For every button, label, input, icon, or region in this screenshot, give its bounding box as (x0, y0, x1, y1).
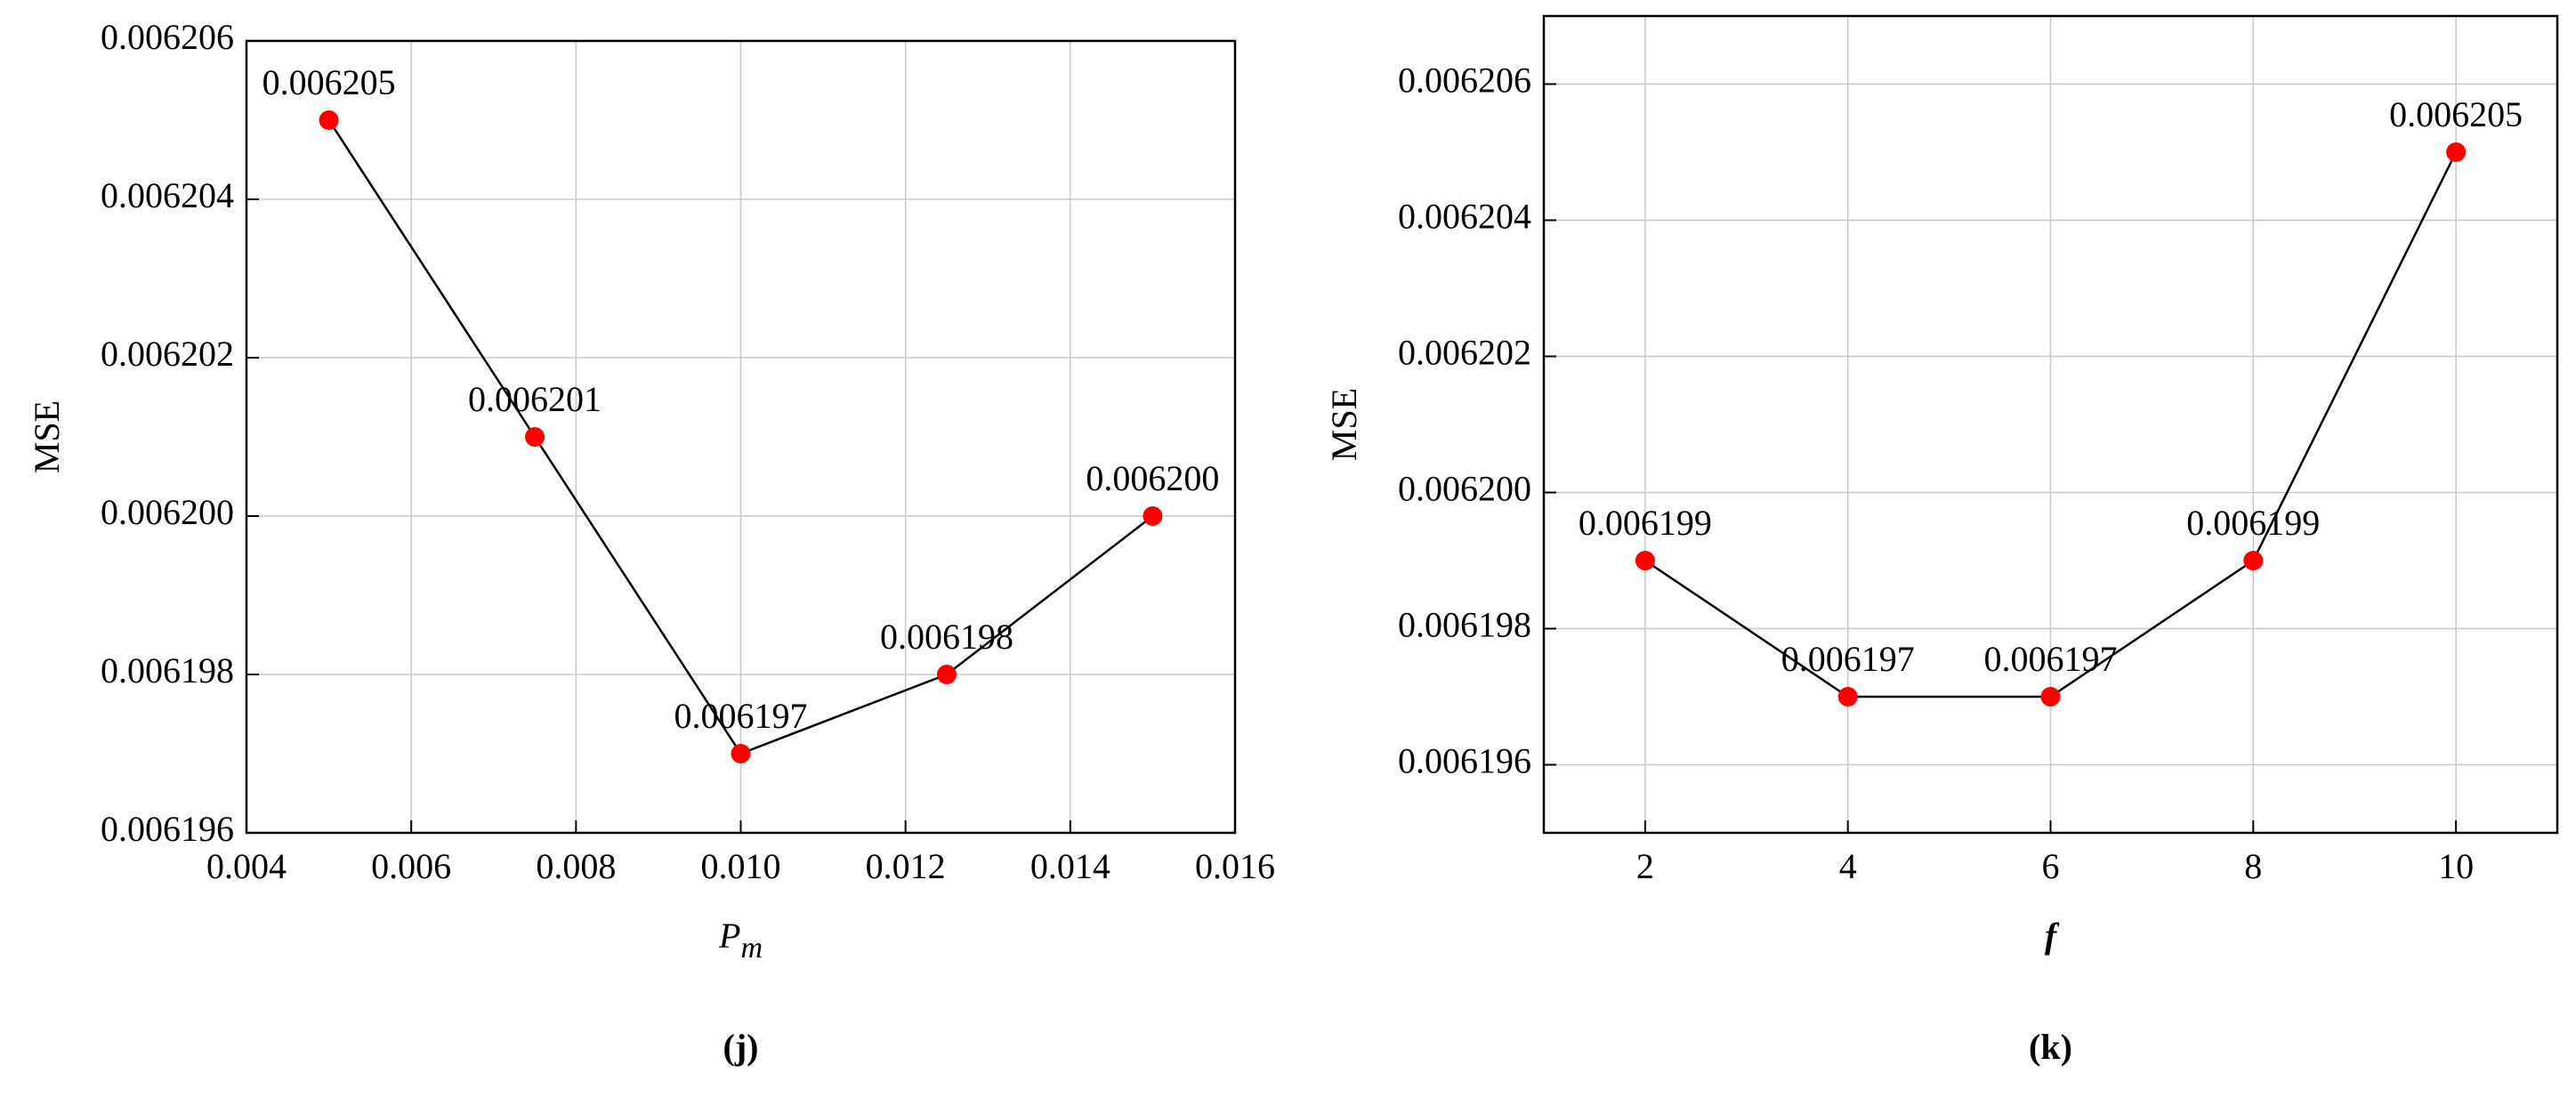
x-axis-label-main: P (718, 916, 740, 956)
x-axis-label-main: f (2045, 916, 2060, 956)
x-axis-label: Pm (718, 916, 763, 965)
panel-label: (j) (723, 1027, 759, 1067)
y-tick-label: 0.006206 (101, 17, 234, 57)
x-tick-label: 0.010 (701, 846, 781, 886)
y-tick-label: 0.006196 (1398, 741, 1531, 781)
data-label: 0.006199 (1579, 503, 1712, 543)
x-tick-label: 6 (2042, 846, 2060, 886)
point (2040, 687, 2061, 706)
y-tick-label: 0.006204 (101, 175, 234, 215)
x-tick-label: 4 (1839, 846, 1857, 886)
x-tick-label: 10 (2438, 846, 2474, 886)
data-label: 0.006197 (1781, 639, 1915, 679)
point (525, 427, 545, 447)
point (1837, 687, 1858, 706)
data-label: 0.006205 (2389, 94, 2523, 134)
point (2446, 142, 2467, 162)
data-label: 0.006198 (880, 617, 1013, 657)
x-tick-label: 8 (2244, 846, 2262, 886)
y-tick-label: 0.006198 (101, 650, 234, 690)
point (1143, 506, 1163, 526)
x-tick-label: 0.012 (866, 846, 946, 886)
point (731, 744, 751, 763)
data-label: 0.006197 (1984, 639, 2118, 679)
panel-label: (k) (2029, 1027, 2072, 1067)
y-tick-label: 0.006202 (1398, 333, 1531, 373)
point (2243, 551, 2264, 570)
y-tick-label: 0.006206 (1398, 61, 1531, 101)
data-label: 0.006199 (2186, 503, 2320, 543)
x-axis-label: f (2045, 916, 2060, 956)
x-tick-label: 0.016 (1195, 846, 1275, 886)
plot-frame (1542, 14, 2559, 835)
x-tick-label: 0.006 (371, 846, 451, 886)
x-axis-label-sub: m (740, 932, 763, 965)
data-label: 0.006205 (262, 62, 396, 102)
y-tick-label: 0.006200 (1398, 469, 1531, 509)
point (936, 665, 957, 684)
y-tick-label: 0.006198 (1398, 605, 1531, 645)
x-tick-label: 0.008 (536, 846, 616, 886)
x-tick-label: 2 (1636, 846, 1654, 886)
x-tick-label: 0.004 (206, 846, 287, 886)
point (1635, 551, 1655, 570)
y-tick-label: 0.006196 (101, 809, 234, 849)
data-label: 0.006200 (1086, 458, 1219, 498)
y-tick-label: 0.006200 (101, 492, 234, 532)
point (319, 110, 339, 130)
plot-frame (245, 39, 1237, 835)
data-label: 0.006201 (468, 379, 602, 419)
y-axis-label: MSE (1324, 388, 1364, 461)
y-tick-label: 0.006202 (101, 334, 234, 374)
x-tick-label: 0.014 (1030, 846, 1110, 886)
y-axis-label: MSE (27, 400, 67, 473)
y-tick-label: 0.006204 (1398, 197, 1531, 237)
data-label: 0.006197 (674, 696, 808, 736)
